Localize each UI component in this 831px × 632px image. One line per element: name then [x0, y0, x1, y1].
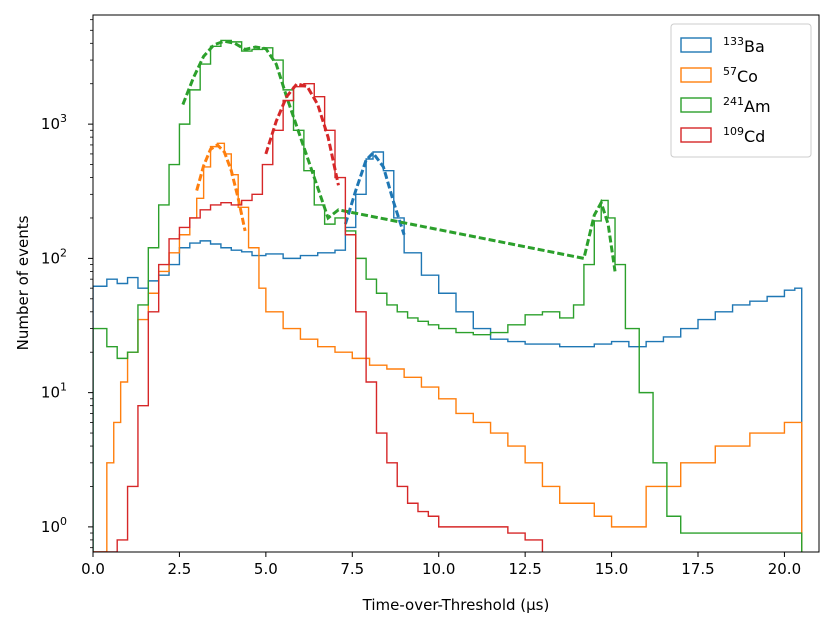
- legend-swatch-cd: [680, 127, 712, 143]
- y-tick-label: 100: [41, 515, 67, 536]
- histogram-am: [93, 39, 803, 552]
- legend-label-co: 57Co: [723, 65, 758, 86]
- x-axis-label: Time-over-Threshold (μs): [362, 596, 550, 614]
- x-tick-label: 12.5: [508, 560, 541, 578]
- x-tick-label: 7.5: [340, 560, 364, 578]
- y-tick-label: 102: [41, 246, 67, 267]
- legend-swatch-ba: [680, 37, 712, 53]
- fit-curve-cd: [264, 82, 340, 186]
- axes-frame: [92, 14, 820, 553]
- y-tick-label: 103: [41, 112, 67, 133]
- fit-curve-co: [195, 143, 247, 232]
- fit-curve-am: [181, 39, 617, 272]
- legend-label-ba: 133Ba: [723, 35, 765, 56]
- x-tick-label: 10.0: [422, 560, 455, 578]
- legend-label-cd: 109Cd: [723, 125, 765, 146]
- x-tick-label: 2.5: [167, 560, 191, 578]
- x-tick-label: 20.0: [768, 560, 801, 578]
- legend-swatch-am: [680, 97, 712, 113]
- x-tick-label: 0.0: [81, 560, 105, 578]
- y-tick-label: 101: [41, 381, 67, 402]
- fit-curve-ba: [343, 150, 406, 236]
- plot-area: [93, 39, 803, 552]
- legend-box: [670, 23, 812, 158]
- histogram-co: [93, 142, 803, 552]
- y-axis-label: Number of events: [14, 215, 32, 350]
- x-axis-ticks: 0.0 2.5 5.0 7.5 10.0 12.5 15.0 17.5 20.0: [81, 552, 801, 578]
- legend: 133Ba 57Co 241Am 109Cd: [670, 23, 812, 158]
- x-tick-label: 15.0: [595, 560, 628, 578]
- x-tick-label: 17.5: [681, 560, 714, 578]
- x-tick-label: 5.0: [254, 560, 278, 578]
- legend-swatch-co: [680, 67, 712, 83]
- legend-label-am: 241Am: [723, 95, 771, 116]
- y-axis-ticks: 100 101 102 103: [41, 19, 93, 549]
